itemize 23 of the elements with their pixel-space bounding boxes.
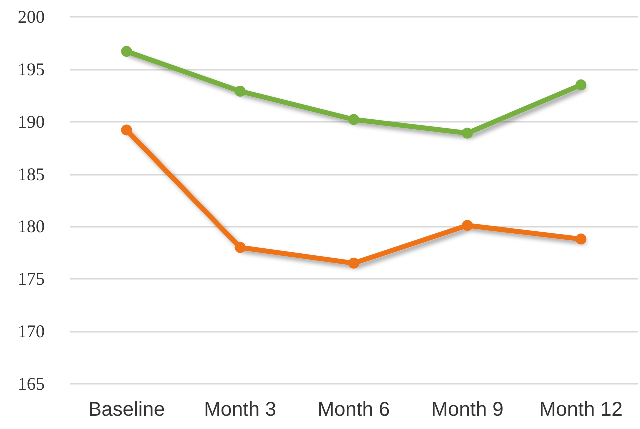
point xyxy=(121,46,132,58)
x-tick-label: Baseline xyxy=(88,399,166,421)
y-tick-label: 185 xyxy=(18,164,45,184)
x-tick-label: Month 3 xyxy=(204,399,277,421)
y-tick-label: 180 xyxy=(18,216,45,237)
point xyxy=(576,80,587,91)
y-tick-label: 195 xyxy=(18,59,45,80)
y-tick-label: 165 xyxy=(18,374,45,394)
point xyxy=(462,128,474,139)
point xyxy=(576,234,587,245)
x-tick-label: Month 9 xyxy=(431,399,504,421)
point xyxy=(348,114,360,126)
y-tick-label: 175 xyxy=(18,269,45,290)
point xyxy=(348,258,360,269)
y-tick-label: 190 xyxy=(18,112,45,132)
point xyxy=(234,242,246,254)
x-tick-label: Month 6 xyxy=(318,399,390,421)
point xyxy=(234,86,246,97)
x-tick-label: Month 12 xyxy=(540,399,623,421)
y-tick-label: 170 xyxy=(18,322,45,342)
point xyxy=(462,220,474,232)
y-tick-label: 200 xyxy=(18,7,45,27)
point xyxy=(121,124,132,136)
